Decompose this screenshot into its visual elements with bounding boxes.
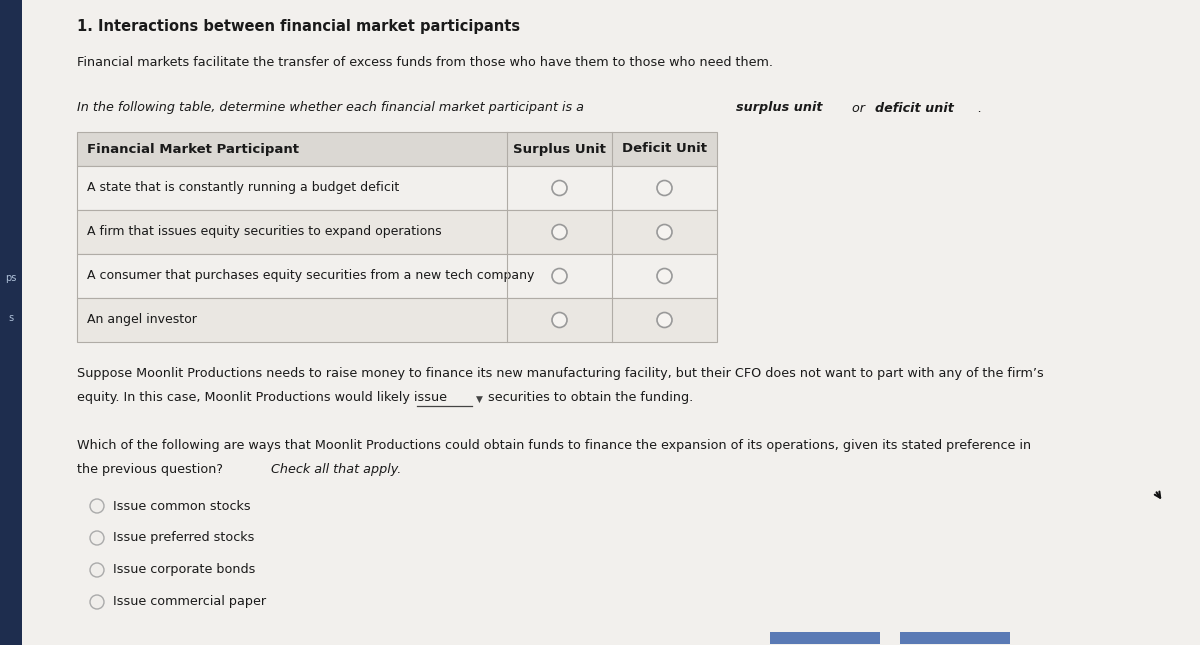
FancyBboxPatch shape <box>77 210 718 254</box>
Circle shape <box>552 181 568 195</box>
Circle shape <box>658 312 672 328</box>
Text: Issue common stocks: Issue common stocks <box>113 499 251 513</box>
Text: Deficit Unit: Deficit Unit <box>622 143 707 155</box>
Circle shape <box>658 181 672 195</box>
Text: In the following table, determine whether each financial market participant is a: In the following table, determine whethe… <box>77 101 588 115</box>
Circle shape <box>552 224 568 239</box>
Text: the previous question?: the previous question? <box>77 464 227 477</box>
Text: Financial Market Participant: Financial Market Participant <box>88 143 299 155</box>
Text: Surplus Unit: Surplus Unit <box>514 143 606 155</box>
Text: A firm that issues equity securities to expand operations: A firm that issues equity securities to … <box>88 226 442 239</box>
FancyBboxPatch shape <box>77 132 718 166</box>
Text: deficit unit: deficit unit <box>875 101 954 115</box>
Circle shape <box>552 268 568 284</box>
Text: s: s <box>8 313 13 323</box>
FancyBboxPatch shape <box>22 0 1200 645</box>
Text: Issue commercial paper: Issue commercial paper <box>113 595 266 608</box>
Text: An angel investor: An angel investor <box>88 313 197 326</box>
Text: securities to obtain the funding.: securities to obtain the funding. <box>488 392 694 404</box>
FancyBboxPatch shape <box>77 298 718 342</box>
Text: equity. In this case, Moonlit Productions would likely issue: equity. In this case, Moonlit Production… <box>77 392 446 404</box>
FancyBboxPatch shape <box>77 254 718 298</box>
Text: ps: ps <box>5 273 17 283</box>
Text: Financial markets facilitate the transfer of excess funds from those who have th: Financial markets facilitate the transfe… <box>77 55 773 68</box>
Circle shape <box>658 268 672 284</box>
Text: .: . <box>977 101 980 115</box>
Text: Which of the following are ways that Moonlit Productions could obtain funds to f: Which of the following are ways that Moo… <box>77 439 1031 453</box>
FancyBboxPatch shape <box>900 632 1010 644</box>
FancyBboxPatch shape <box>0 0 22 645</box>
Text: Check all that apply.: Check all that apply. <box>270 464 401 477</box>
Text: Issue preferred stocks: Issue preferred stocks <box>113 531 254 544</box>
Circle shape <box>658 224 672 239</box>
Text: or: or <box>848 101 869 115</box>
FancyBboxPatch shape <box>77 166 718 210</box>
Text: surplus unit: surplus unit <box>737 101 823 115</box>
Text: A consumer that purchases equity securities from a new tech company: A consumer that purchases equity securit… <box>88 270 534 283</box>
Text: Suppose Moonlit Productions needs to raise money to finance its new manufacturin: Suppose Moonlit Productions needs to rai… <box>77 368 1044 381</box>
Circle shape <box>552 312 568 328</box>
FancyBboxPatch shape <box>770 632 880 644</box>
Circle shape <box>90 499 104 513</box>
Text: A state that is constantly running a budget deficit: A state that is constantly running a bud… <box>88 181 400 195</box>
Text: ▼: ▼ <box>476 395 482 404</box>
Circle shape <box>90 563 104 577</box>
Circle shape <box>90 595 104 609</box>
Circle shape <box>90 531 104 545</box>
Text: Issue corporate bonds: Issue corporate bonds <box>113 564 256 577</box>
Text: 1. Interactions between financial market participants: 1. Interactions between financial market… <box>77 19 520 34</box>
